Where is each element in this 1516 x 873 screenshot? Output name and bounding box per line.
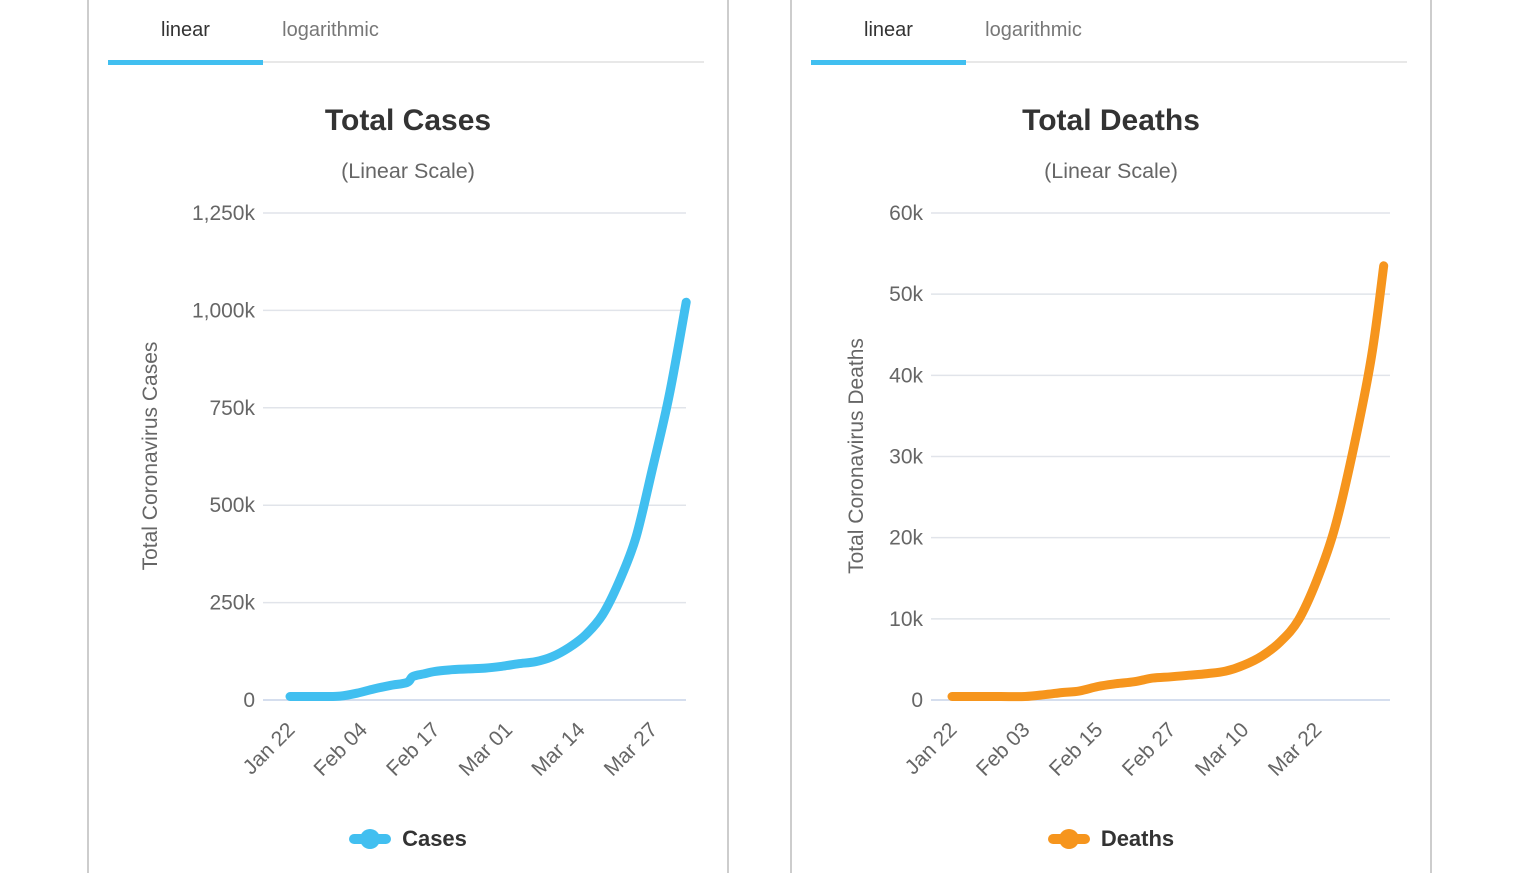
x-tick-label: Mar 27 — [600, 718, 662, 780]
tab-logarithmic[interactable]: logarithmic — [263, 0, 398, 61]
x-tick-label: Mar 01 — [455, 718, 517, 780]
y-tick-label: 1,000k — [192, 299, 256, 322]
deaths-legend[interactable]: Deaths — [792, 822, 1430, 856]
x-tick-label: Feb 04 — [310, 718, 373, 781]
x-tick-label: Jan 22 — [239, 718, 300, 779]
x-tick-label: Mar 22 — [1264, 718, 1326, 780]
tab-linear-label: linear — [161, 19, 210, 41]
cases-panel: linear logarithmic Total Cases (Linear S… — [87, 0, 729, 873]
cases-legend-label: Cases — [402, 826, 467, 851]
tab-logarithmic-label: logarithmic — [282, 19, 379, 41]
y-tick-label: 250k — [209, 592, 255, 615]
x-tick-label: Jan 22 — [901, 718, 962, 779]
chart-subtitle: (Linear Scale) — [1044, 159, 1178, 183]
y-tick-label: 50k — [889, 283, 923, 306]
deaths-panel: linear logarithmic Total Deaths (Linear … — [790, 0, 1432, 873]
tab-linear[interactable]: linear — [811, 0, 966, 65]
y-tick-label: 750k — [209, 397, 255, 420]
x-tick-label: Mar 10 — [1191, 718, 1253, 780]
y-tick-label: 40k — [889, 364, 923, 387]
chart-subtitle: (Linear Scale) — [341, 159, 475, 183]
tab-logarithmic[interactable]: logarithmic — [966, 0, 1101, 61]
cases-legend[interactable]: Cases — [89, 822, 727, 856]
tab-linear-label: linear — [864, 19, 913, 41]
cases-plot: 0 250k 500k 750k 1,000k 1,250k Jan 22 Feb 04 Feb… — [192, 202, 691, 781]
y-tick-label: 20k — [889, 527, 923, 550]
deaths-scale-tabs: linear logarithmic — [811, 0, 1407, 65]
y-tick-label: 0 — [911, 689, 923, 712]
x-tick-label: Feb 15 — [1045, 718, 1108, 781]
deaths-plot: 0 10k 20k 30k 40k 50k 60k Jan 22 Feb 03 Feb 15 Feb… — [889, 202, 1390, 781]
y-tick-label: 0 — [243, 689, 255, 712]
tab-logarithmic-label: logarithmic — [985, 19, 1082, 41]
y-tick-label: 30k — [889, 446, 923, 469]
x-tick-label: Feb 17 — [382, 718, 445, 781]
x-tick-label: Mar 14 — [527, 718, 590, 781]
deaths-series-line[interactable] — [947, 261, 1389, 702]
y-tick-label: 10k — [889, 608, 923, 631]
y-tick-label: 60k — [889, 202, 923, 225]
deaths-legend-marker — [1047, 827, 1090, 851]
cases-legend-marker — [349, 827, 392, 851]
cases-series-line[interactable] — [285, 297, 691, 702]
tab-linear[interactable]: linear — [108, 0, 263, 65]
x-tick-label: Feb 27 — [1118, 718, 1181, 781]
x-tick-label: Feb 03 — [972, 718, 1035, 781]
y-tick-label: 500k — [209, 494, 255, 517]
chart-title: Total Deaths — [1022, 104, 1200, 137]
y-tick-label: 1,250k — [192, 202, 256, 225]
chart-title: Total Cases — [324, 104, 492, 137]
deaths-legend-label: Deaths — [1100, 826, 1175, 851]
cases-scale-tabs: linear logarithmic — [108, 0, 704, 65]
